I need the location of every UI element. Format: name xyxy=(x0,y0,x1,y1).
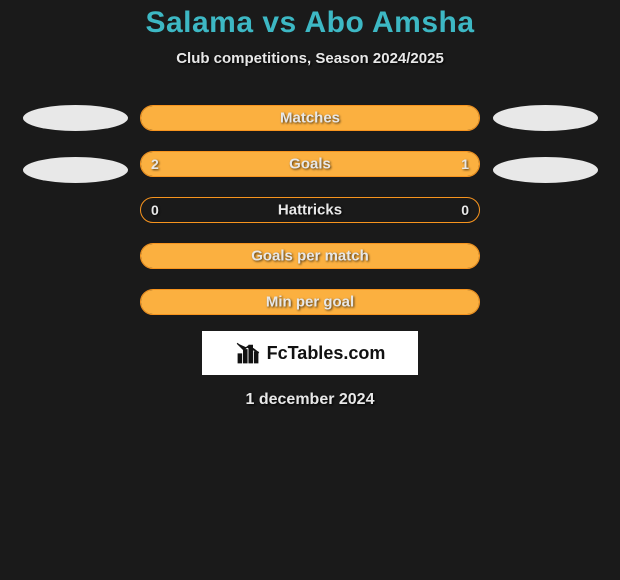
bar-fill-left xyxy=(141,244,479,268)
stat-bar: Goals per match xyxy=(140,243,480,269)
vs-text: vs xyxy=(262,6,296,39)
player2-ellipse-body xyxy=(493,157,598,183)
fctables-logo-icon xyxy=(235,340,261,366)
bar-fill-left xyxy=(141,290,479,314)
logo-box: FcTables.com xyxy=(202,331,418,375)
bar-fill-left xyxy=(141,152,364,176)
date-text: 1 december 2024 xyxy=(246,391,375,409)
stat-bar: Goals21 xyxy=(140,151,480,177)
logo-text: FcTables.com xyxy=(267,343,386,364)
stat-bar: Hattricks00 xyxy=(140,197,480,223)
stat-bar: Min per goal xyxy=(140,289,480,315)
player1-ellipse-body xyxy=(23,157,128,183)
player2-ellipse-head xyxy=(493,105,598,131)
player1-name: Salama xyxy=(145,6,253,39)
stat-bar: Matches xyxy=(140,105,480,131)
right-avatar-col xyxy=(480,105,610,209)
bar-fill-left xyxy=(141,106,479,130)
stats-area: Matches Goals21 Hattricks00 Goals per match… xyxy=(0,105,620,315)
bar-fill-right xyxy=(364,152,479,176)
player2-name: Abo Amsha xyxy=(304,6,474,39)
player1-ellipse-head xyxy=(23,105,128,131)
page-title: Salama vs Abo Amsha xyxy=(145,6,474,40)
left-avatar-col xyxy=(10,105,140,209)
subtitle: Club competitions, Season 2024/2025 xyxy=(176,50,444,67)
comparison-infographic: Salama vs Abo Amsha Club competitions, S… xyxy=(0,0,620,409)
stat-bars: Matches Goals21 Hattricks00 Goals per match… xyxy=(140,105,480,315)
